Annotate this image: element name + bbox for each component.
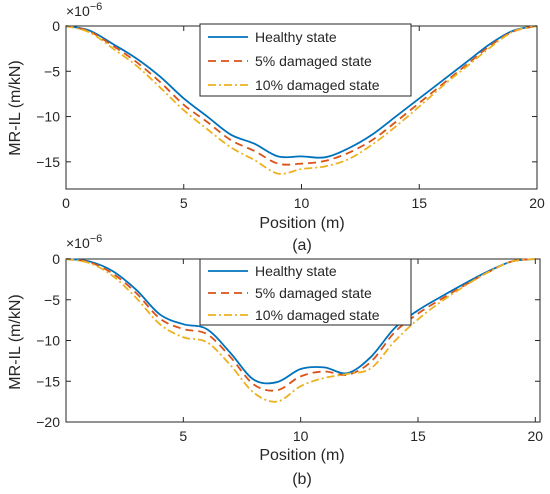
y-tick-label-a: −15 bbox=[36, 154, 60, 170]
y-tick-label-b: −15 bbox=[36, 373, 60, 389]
legend-b: Healthy state 5% damaged state 10% damaged… bbox=[199, 258, 412, 326]
y-exponent-b: −6 bbox=[90, 233, 103, 245]
ticks-a: 0 5 10 15 20 0 −5 −10 −15 bbox=[36, 18, 545, 211]
y-axis-label-a: MR-IL (m/kN) bbox=[7, 60, 24, 155]
x-tick-label-a: 10 bbox=[294, 195, 310, 211]
y-multiplier-a: ×10−6 bbox=[66, 1, 102, 19]
series-line-3-b bbox=[65, 258, 536, 403]
caption-a: (a) bbox=[292, 237, 312, 254]
x-axis-label-a: Position (m) bbox=[259, 215, 344, 232]
ticks-b: 5 10 15 20 0 −5 −10 −15 −20 bbox=[36, 251, 543, 444]
legend-box-b bbox=[199, 258, 412, 326]
y-multiplier-text-a: ×10 bbox=[66, 3, 90, 19]
y-exponent-a: −6 bbox=[90, 1, 103, 13]
x-tick-label-b: 20 bbox=[528, 428, 544, 444]
x-tick-label-a: 20 bbox=[529, 195, 545, 211]
chart-a: 0 5 10 15 200−5−10−15 ×10−6 MR-IL (m/kN) Pos… bbox=[7, 1, 545, 254]
y-tick-label-a: −10 bbox=[36, 109, 60, 125]
series-line-1-a bbox=[65, 25, 538, 159]
y-tick-label-a: −5 bbox=[44, 63, 60, 79]
y-tick-label-b: −10 bbox=[36, 333, 60, 349]
x-tick-label-a: 0 bbox=[62, 195, 70, 211]
series-line-2-b bbox=[65, 258, 536, 392]
legend-label-2-b: 5% damaged state bbox=[255, 285, 372, 301]
legend-a: Healthy state 5% damaged state 10% damaged… bbox=[199, 23, 412, 97]
series-line-2-a bbox=[65, 25, 538, 166]
y-multiplier-text-b: ×10 bbox=[66, 235, 90, 251]
y-axis-label-b: MR-IL (m/kN) bbox=[7, 294, 24, 389]
x-tick-label-b: 5 bbox=[179, 428, 187, 444]
legend-label-1-a: Healthy state bbox=[255, 29, 337, 45]
chart-b: 5 10 15 20 0 −5 −10 −15 −20 ×10−6 MR-IL (m/kN) P… bbox=[7, 233, 543, 488]
x-tick-label-b: 15 bbox=[410, 428, 426, 444]
y-multiplier-b: ×10−6 bbox=[66, 233, 102, 251]
legend-label-3-b: 10% damaged state bbox=[255, 307, 380, 323]
series-line-3-a bbox=[65, 25, 538, 175]
caption-b: (b) bbox=[292, 471, 312, 488]
x-axis-label-b: Position (m) bbox=[259, 447, 344, 464]
legend-box-a bbox=[199, 23, 412, 97]
y-tick-label-b: −20 bbox=[36, 414, 60, 430]
x-tick-label-a: 15 bbox=[411, 195, 427, 211]
series-line-1-b bbox=[65, 258, 536, 385]
legend-label-2-a: 5% damaged state bbox=[255, 53, 372, 69]
series-lines-a bbox=[65, 25, 538, 175]
y-tick-label-b: 0 bbox=[52, 251, 60, 267]
y-tick-label-a: 0 bbox=[52, 18, 60, 34]
series-lines-b bbox=[65, 258, 536, 403]
x-tick-label-a: 5 bbox=[180, 195, 188, 211]
y-tick-label-b: −5 bbox=[44, 292, 60, 308]
x-tick-label-b: 10 bbox=[293, 428, 309, 444]
legend-label-1-b: Healthy state bbox=[255, 263, 337, 279]
legend-label-3-a: 10% damaged state bbox=[255, 77, 380, 93]
